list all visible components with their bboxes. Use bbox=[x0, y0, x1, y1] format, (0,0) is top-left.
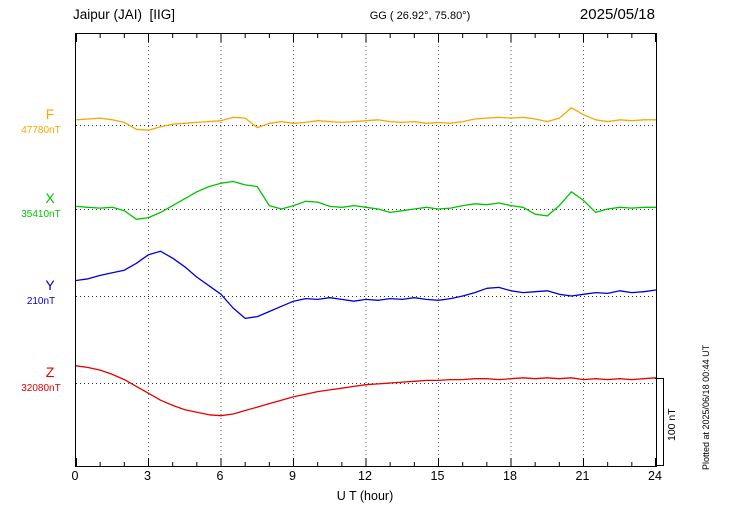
plotted-at-note: Plotted at 2025/06/18 00:44 UT bbox=[701, 344, 711, 470]
x-tick-label: 18 bbox=[503, 469, 517, 483]
trace-z bbox=[76, 365, 656, 417]
x-tick-label: 12 bbox=[358, 469, 372, 483]
trace-f bbox=[76, 107, 656, 131]
trace-y-baseline-value: 210nT bbox=[26, 296, 56, 307]
trace-y bbox=[76, 250, 656, 320]
plot-frame bbox=[75, 33, 657, 467]
trace-z-baseline-value: 32080nT bbox=[21, 383, 61, 394]
x-tick-label: 3 bbox=[144, 469, 151, 483]
trace-x bbox=[76, 180, 656, 220]
x-tick-label: 21 bbox=[575, 469, 590, 483]
trace-z-label: Z bbox=[45, 364, 55, 380]
scale-bar-label: 100 nT bbox=[666, 408, 678, 442]
x-axis-label: U T (hour) bbox=[336, 489, 394, 503]
x-tick-label: 24 bbox=[648, 469, 662, 483]
geo-coordinates: GG ( 26.92°, 75.80°) bbox=[369, 10, 471, 22]
scale-bar bbox=[655, 378, 664, 466]
trace-y-label: Y bbox=[45, 277, 55, 293]
trace-x-label: X bbox=[45, 190, 55, 206]
x-tick-label: 0 bbox=[71, 469, 79, 483]
trace-x-baseline-value: 35410nT bbox=[21, 209, 61, 220]
x-tick-label: 6 bbox=[216, 469, 224, 483]
trace-f-baseline-value: 47780nT bbox=[21, 125, 61, 136]
magnetogram-plot bbox=[76, 34, 656, 466]
station-title: Jaipur (JAI) [IIG] bbox=[73, 7, 176, 22]
x-tick-label: 9 bbox=[289, 469, 296, 483]
trace-f-label: F bbox=[45, 106, 55, 122]
x-tick-label: 15 bbox=[430, 469, 445, 483]
plot-date: 2025/05/18 bbox=[579, 6, 655, 23]
